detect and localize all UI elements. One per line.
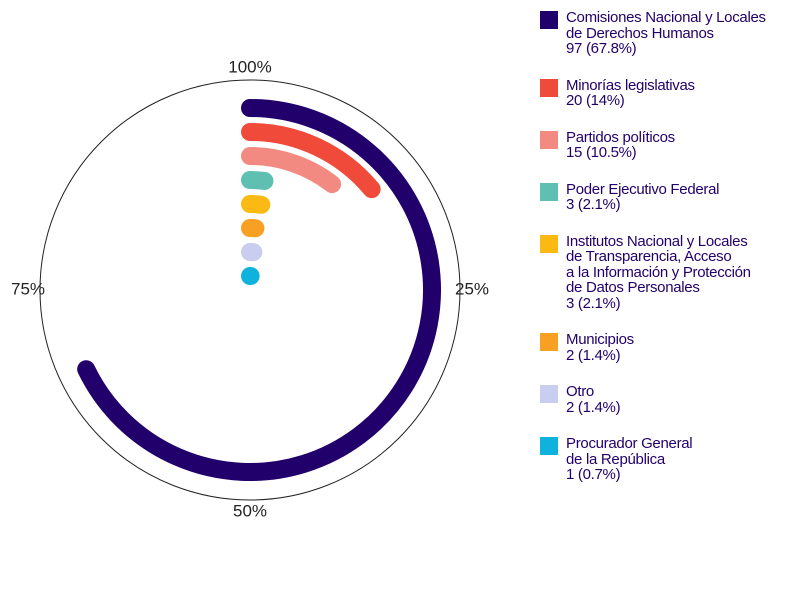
legend-label: Municipios (566, 331, 634, 348)
legend-text: Comisiones Nacional y Locales de Derecho… (566, 10, 766, 57)
legend-swatch (540, 182, 558, 201)
legend-text: Procurador General de la República 1 (0.7… (566, 435, 693, 483)
radial-bar (241, 147, 342, 194)
radial-bar (241, 123, 381, 199)
angle-tick-label: 25% (455, 279, 489, 298)
legend-text: Institutos Nacional y Locales de Transpa… (566, 232, 751, 312)
legend-text: Partidos políticos 15 (10.5%) (566, 128, 675, 161)
radial-bar (77, 99, 441, 481)
legend-swatch (540, 333, 558, 351)
legend-item: Municipios 2 (1.4%) (540, 332, 766, 363)
angle-tick-label: 50% (233, 501, 267, 520)
legend-swatch (540, 385, 558, 403)
legend-item: Comisiones Nacional y Locales de Derecho… (540, 10, 766, 57)
legend-text: Minorías legislativas 20 (14%) (566, 76, 695, 109)
legend-item: Procurador General de la República 1 (0.7… (540, 436, 766, 483)
legend-label: Partidos políticos (566, 128, 675, 146)
legend-item: Otro 2 (1.4%) (540, 384, 766, 415)
legend-text: Poder Ejecutivo Federal 3 (2.1%) (566, 180, 720, 213)
legend-label: Institutos Nacional y Locales de Transpa… (566, 232, 751, 296)
outer-ring (39, 79, 461, 501)
legend-label: Poder Ejecutivo Federal (566, 180, 720, 198)
legend-item: Minorías legislativas 20 (14%) (540, 76, 766, 109)
legend-value: 2 (1.4%) (566, 398, 621, 416)
legend-value: 97 (67.8%) (566, 40, 637, 57)
radial-bar (241, 170, 274, 190)
legend-swatch (540, 234, 558, 253)
legend-value: 3 (2.1%) (566, 294, 621, 312)
legend-value: 15 (10.5%) (566, 144, 637, 161)
legend-value: 1 (0.7%) (566, 466, 621, 483)
legend-label: Procurador General de la República (566, 435, 693, 468)
radial-bar (241, 194, 271, 214)
legend-swatch (540, 437, 558, 455)
legend-item: Partidos políticos 15 (10.5%) (540, 128, 766, 161)
legend-text: Otro 2 (1.4%) (566, 383, 621, 416)
legend-swatch (540, 78, 558, 97)
legend-item: Institutos Nacional y Locales de Transpa… (540, 232, 766, 312)
legend-label: Comisiones Nacional y Locales de Derecho… (566, 9, 766, 42)
angle-tick-label: 75% (11, 279, 45, 298)
legend-value: 3 (2.1%) (566, 196, 621, 213)
chart: 100% 25% 50% 75% (11, 57, 489, 520)
legend-text: Municipios 2 (1.4%) (566, 332, 634, 363)
legend-label: Otro (566, 383, 594, 400)
legend-item: Poder Ejecutivo Federal 3 (2.1%) (540, 180, 766, 213)
angle-tick-label: 100% (228, 57, 271, 76)
legend-label: Minorías legislativas (566, 76, 695, 94)
legend-value: 20 (14%) (566, 92, 625, 109)
legend-swatch (540, 11, 558, 29)
legend-swatch (540, 130, 558, 149)
legend-value: 2 (1.4%) (566, 346, 621, 364)
legend: Comisiones Nacional y Locales de Derecho… (540, 10, 766, 483)
